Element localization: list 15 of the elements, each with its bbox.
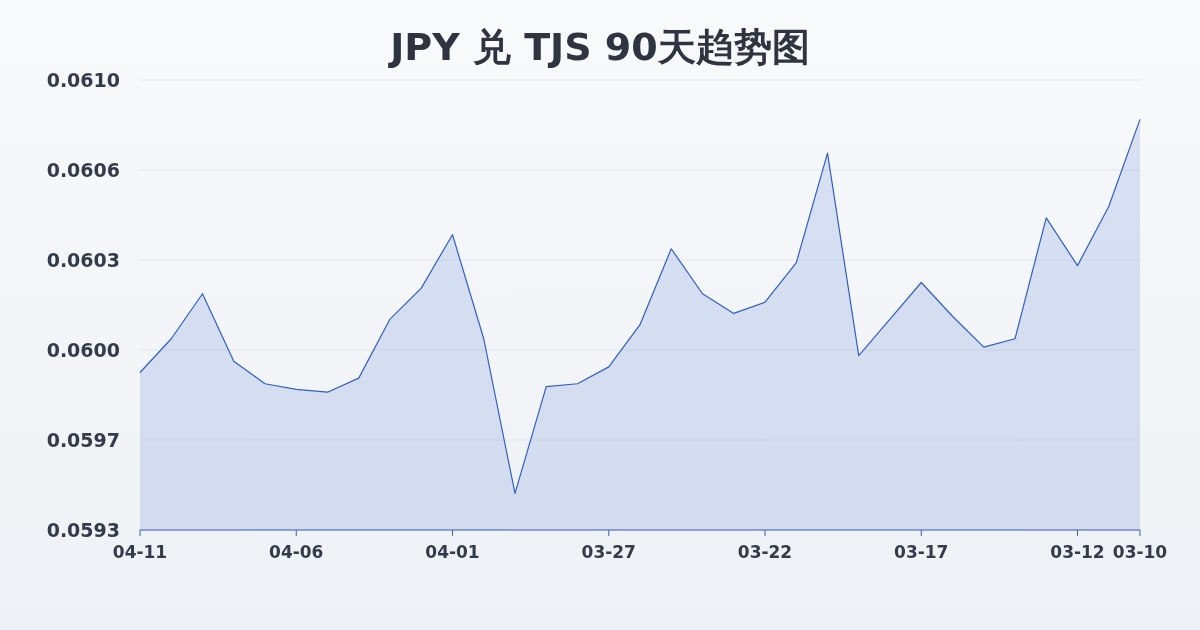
x-tick-label: 03-17 — [894, 542, 949, 562]
x-tick-label: 04-11 — [112, 542, 168, 562]
y-tick-label: 0.0600 — [46, 339, 120, 361]
y-tick-label: 0.0597 — [46, 429, 120, 451]
y-tick-label: 0.0593 — [46, 519, 120, 541]
x-tick-label: 04-01 — [425, 542, 480, 562]
x-tick-label: 04-06 — [269, 542, 324, 562]
x-tick-label: 03-22 — [737, 542, 793, 562]
chart-title: JPY 兑 TJS 90天趋势图 — [387, 25, 810, 69]
x-tick-label: 03-27 — [581, 542, 636, 562]
x-tick-label: 03-10 — [1112, 542, 1168, 562]
y-tick-label: 0.0606 — [46, 159, 120, 181]
y-tick-label: 0.0603 — [46, 249, 120, 271]
y-tick-label: 0.0610 — [46, 69, 120, 91]
x-tick-label: 03-12 — [1050, 542, 1105, 562]
